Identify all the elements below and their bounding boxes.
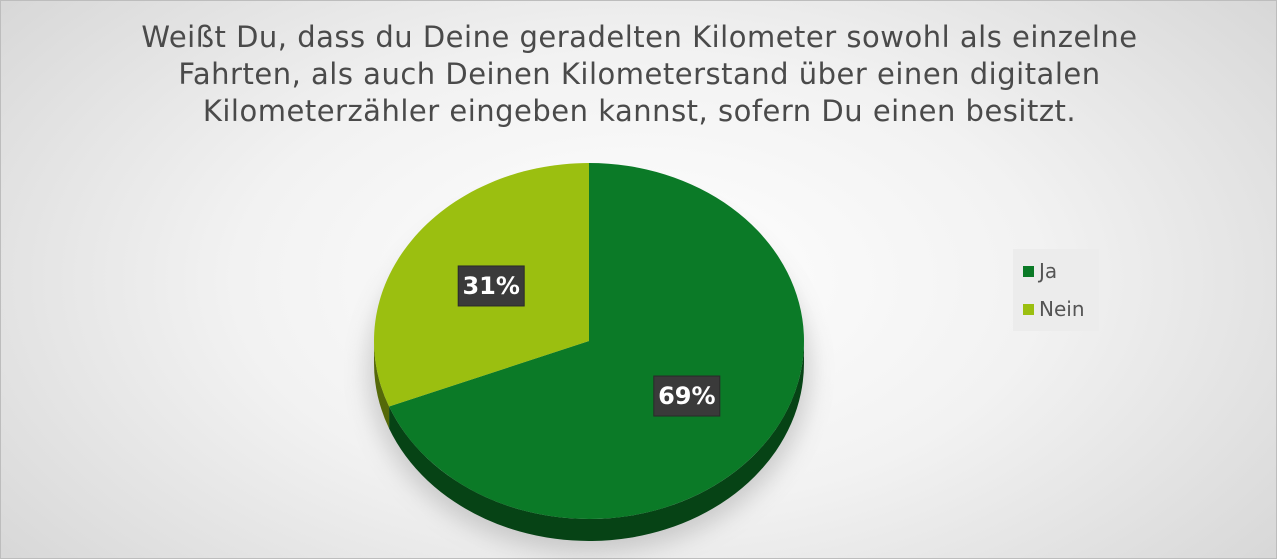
pie-side-nein: [374, 341, 390, 429]
data-label-text-nein: 31%: [462, 272, 519, 300]
legend-label-nein: Nein: [1039, 297, 1085, 321]
data-label-text-ja: 69%: [658, 382, 715, 410]
data-label-box-nein: [457, 265, 525, 307]
legend-item-ja: Ja: [1023, 259, 1057, 283]
legend: Ja Nein: [1013, 249, 1099, 331]
pie-slice-ja: [389, 163, 804, 519]
legend-swatch-nein: [1023, 303, 1034, 315]
legend-item-nein: Nein: [1023, 297, 1085, 321]
data-label-nein: 31%: [457, 265, 525, 307]
data-label-box-ja: [653, 375, 721, 417]
chart-title: Weißt Du, dass du Deine geradelten Kilom…: [141, 20, 1138, 128]
legend-swatch-ja: [1023, 265, 1034, 277]
data-label-ja: 69%: [653, 375, 721, 417]
legend-label-ja: Ja: [1039, 259, 1058, 283]
